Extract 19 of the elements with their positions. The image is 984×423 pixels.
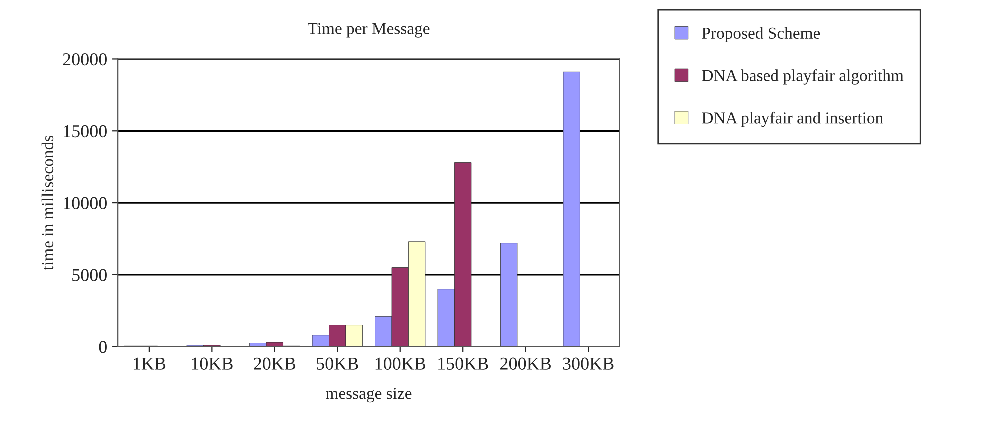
legend-label: DNA based playfair algorithm [702, 70, 904, 85]
x-tick-label: 200KB [500, 358, 552, 370]
x-tick-label: 20KB [254, 358, 296, 370]
x-tick-label: 50KB [317, 358, 358, 370]
x-tick-label: 100KB [376, 358, 426, 370]
y-tick-label: 15000 [64, 125, 107, 138]
chart-title: Time per Message [308, 23, 430, 38]
legend-label: DNA playfair and insertion [702, 112, 884, 128]
y-tick-label: 5000 [72, 269, 107, 282]
y-axis-title: time in milliseconds [42, 136, 54, 270]
x-tick-label: 150KB [438, 358, 488, 370]
y-tick-label: 0 [99, 341, 107, 354]
x-axis-title: message size [326, 388, 412, 403]
y-tick-label: 10000 [64, 197, 107, 210]
legend-label: Proposed Scheme [702, 27, 820, 42]
x-tick-label: 1KB [134, 358, 166, 370]
x-tick-label: 300KB [563, 358, 614, 370]
x-tick-label: 10KB [192, 358, 233, 370]
y-tick-label: 20000 [63, 53, 107, 66]
